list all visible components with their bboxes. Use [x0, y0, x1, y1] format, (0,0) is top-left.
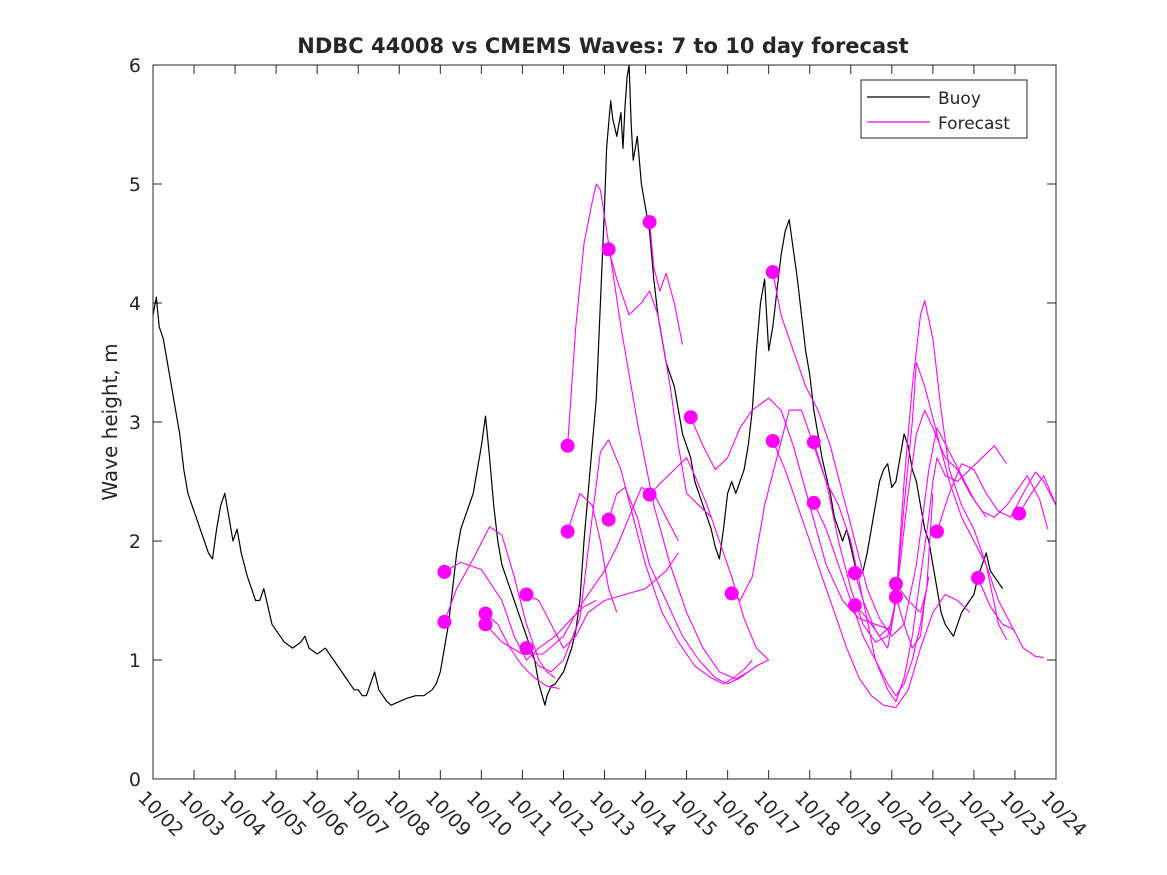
forecast-start-marker: [765, 265, 780, 280]
forecast-line: [1018, 475, 1057, 514]
y-tick-label: 5: [129, 174, 141, 196]
forecast-series: [443, 183, 1057, 709]
y-tick-label: 1: [129, 650, 141, 672]
forecast-line: [731, 409, 1008, 703]
forecast-start-marker: [642, 215, 657, 230]
y-tick-label: 0: [129, 769, 141, 791]
legend-forecast-label: Forecast: [938, 114, 1010, 134]
forecast-start-marker: [765, 434, 780, 448]
forecast-line: [690, 397, 892, 631]
plot-area: [153, 65, 1056, 779]
forecast-start-markers: [437, 215, 1027, 656]
forecast-line: [895, 596, 926, 649]
forecast-start-marker: [560, 524, 575, 539]
forecast-line: [608, 249, 712, 518]
forecast-start-marker: [683, 410, 698, 425]
forecast-line: [567, 492, 618, 613]
forecast-start-marker: [601, 512, 616, 527]
forecast-start-marker: [971, 570, 985, 585]
forecast-start-marker: [560, 438, 575, 453]
forecast-start-marker: [724, 586, 739, 601]
buoy-series: [152, 64, 1004, 706]
legend-box: [860, 79, 1028, 139]
forecast-line: [526, 552, 679, 649]
forecast-line: [772, 271, 987, 637]
forecast-start-marker: [601, 242, 616, 257]
forecast-start-marker: [1012, 506, 1027, 521]
y-axis-label: Wave height, m: [98, 343, 122, 500]
buoy-line: [152, 64, 1004, 706]
forecast-start-marker: [478, 617, 493, 632]
forecast-start-marker: [847, 566, 862, 581]
forecast-line: [854, 300, 1008, 649]
forecast-start-marker: [847, 598, 862, 613]
chart-title: NDBC 44008 vs CMEMS Waves: 7 to 10 day f…: [297, 34, 908, 58]
forecast-line: [649, 457, 770, 661]
forecast-line: [895, 493, 934, 613]
forecast-start-marker: [888, 576, 903, 591]
forecast-start-marker: [642, 487, 657, 502]
forecast-start-marker: [437, 614, 452, 629]
forecast-start-marker: [519, 641, 534, 656]
forecast-line: [813, 502, 930, 697]
y-tick-label: 3: [129, 412, 141, 434]
forecast-start-marker: [437, 564, 452, 579]
forecast-line: [854, 409, 1049, 637]
forecast-line: [443, 526, 556, 679]
forecast-start-marker: [888, 589, 903, 604]
axes-box: [152, 64, 1057, 780]
y-tick-label: 4: [129, 293, 141, 315]
forecast-line: [485, 613, 560, 690]
forecast-start-marker: [519, 587, 534, 602]
y-axis-ticks: 0 1 2 3 4 5 6: [129, 55, 1056, 791]
forecast-line: [567, 183, 749, 680]
forecast-start-marker: [806, 435, 821, 450]
legend-buoy-label: Buoy: [938, 89, 981, 109]
forecast-start-marker: [478, 606, 493, 621]
y-tick-label: 2: [129, 531, 141, 553]
legend: Buoy Forecast: [860, 79, 1028, 139]
forecast-line: [772, 440, 971, 709]
forecast-start-marker: [930, 524, 944, 539]
y-tick-label: 6: [129, 55, 141, 77]
forecast-line: [977, 577, 1016, 631]
forecast-line: [936, 463, 1057, 532]
forecast-start-marker: [806, 495, 821, 510]
forecast-line: [526, 439, 753, 685]
forecast-line: [608, 486, 769, 685]
forecast-line: [649, 222, 684, 345]
